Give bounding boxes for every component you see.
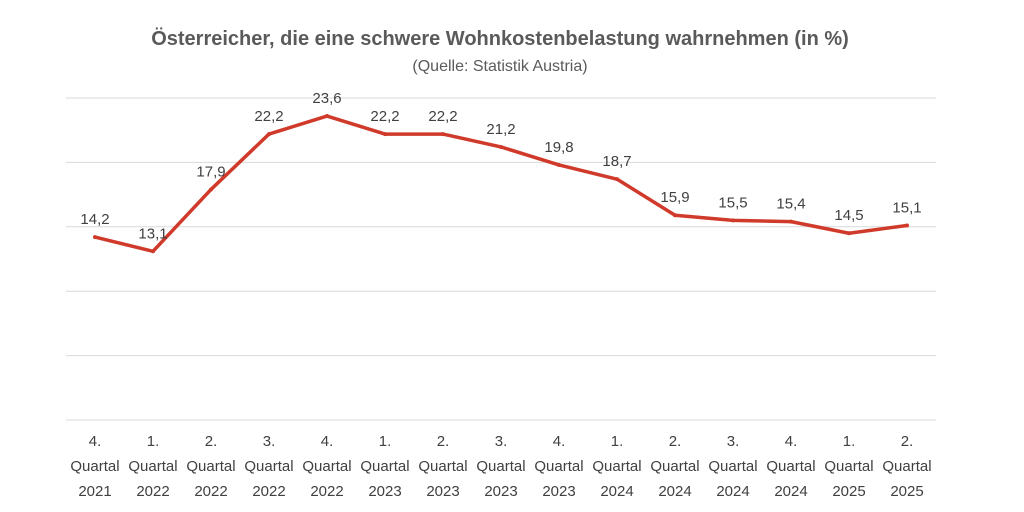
data-label: 17,9 (196, 163, 225, 180)
x-tick-label: 3. (495, 433, 508, 450)
grid-group (66, 97, 936, 421)
x-tick-label: 4. (553, 433, 566, 450)
x-tick-label: 3. (263, 433, 276, 450)
x-tick-label: 3. (727, 433, 740, 450)
data-label: 14,5 (834, 207, 863, 224)
chart-svg: 14,2 13,1 17,9 22,2 23,6 22,2 22,2 21,2 19,8 18,7… (66, 90, 936, 500)
x-tick-label: Quartal (70, 458, 119, 475)
data-point (731, 218, 735, 223)
x-tick-group: 4. Quartal 2021 1. Quartal 2022 2. Quartal 2022 3… (70, 433, 931, 500)
x-tick-label: 2022 (310, 483, 343, 500)
x-tick-label: Quartal (244, 458, 293, 475)
data-point (151, 249, 155, 254)
x-tick-label: 2025 (832, 483, 865, 500)
x-tick-label: 1. (611, 433, 624, 450)
data-label-group: 14,2 13,1 17,9 22,2 23,6 22,2 22,2 21,2 19,8 18,7… (80, 90, 921, 242)
data-point (499, 144, 503, 149)
x-tick-label: 2. (437, 433, 450, 450)
x-tick-label: 2. (205, 433, 218, 450)
x-tick-label: Quartal (708, 458, 757, 475)
x-tick-label: Quartal (476, 458, 525, 475)
data-label: 15,4 (776, 196, 805, 213)
x-tick-label: 2024 (716, 483, 749, 500)
x-tick-label: 2023 (484, 483, 517, 500)
x-tick-label: Quartal (128, 458, 177, 475)
data-label: 15,1 (892, 200, 921, 217)
data-point (673, 213, 677, 218)
x-tick-label: 2024 (774, 483, 807, 500)
chart-title: Österreicher, die eine schwere Wohnkoste… (151, 28, 849, 50)
data-label: 22,2 (370, 108, 399, 125)
x-tick-label: Quartal (650, 458, 699, 475)
data-point (267, 132, 271, 137)
data-point (325, 114, 329, 119)
x-tick-label: 2022 (252, 483, 285, 500)
x-tick-label: Quartal (302, 458, 351, 475)
x-tick-label: Quartal (360, 458, 409, 475)
x-tick-label: 2021 (78, 483, 111, 500)
chart-subtitle: (Quelle: Statistik Austria) (412, 58, 588, 75)
data-point (847, 231, 851, 236)
data-point (383, 132, 387, 137)
data-label: 21,2 (486, 121, 515, 138)
x-tick-label: 2022 (194, 483, 227, 500)
x-tick-label: 2023 (542, 483, 575, 500)
x-tick-label: 2024 (658, 483, 691, 500)
x-tick-label: 4. (785, 433, 798, 450)
x-tick-label: Quartal (882, 458, 931, 475)
data-point (557, 162, 561, 167)
x-tick-label: 4. (321, 433, 334, 450)
data-label: 22,2 (428, 108, 457, 125)
x-tick-label: 2023 (368, 483, 401, 500)
data-label: 19,8 (544, 139, 573, 156)
data-label: 23,6 (312, 90, 341, 107)
x-tick-label: 2. (901, 433, 914, 450)
line-group (93, 114, 909, 254)
data-point (615, 177, 619, 182)
x-tick-label: Quartal (418, 458, 467, 475)
x-tick-label: 2022 (136, 483, 169, 500)
data-label: 14,2 (80, 211, 109, 228)
x-tick-label: Quartal (766, 458, 815, 475)
x-tick-label: 2023 (426, 483, 459, 500)
x-tick-label: Quartal (824, 458, 873, 475)
x-tick-label: 2. (669, 433, 682, 450)
x-tick-label: 1. (147, 433, 160, 450)
x-tick-label: Quartal (534, 458, 583, 475)
data-label: 13,1 (138, 225, 167, 242)
data-point (789, 219, 793, 224)
data-label: 15,9 (660, 189, 689, 206)
data-label: 22,2 (254, 108, 283, 125)
x-tick-label: Quartal (592, 458, 641, 475)
x-tick-label: 1. (379, 433, 392, 450)
data-label: 15,5 (718, 194, 747, 211)
x-tick-label: 1. (843, 433, 856, 450)
x-tick-label: 4. (89, 433, 102, 450)
data-point (209, 187, 213, 192)
x-tick-label: Quartal (186, 458, 235, 475)
x-tick-label: 2024 (600, 483, 633, 500)
x-tick-label: 2025 (890, 483, 923, 500)
data-point (93, 235, 97, 240)
data-point (905, 223, 909, 228)
data-label: 18,7 (602, 153, 631, 170)
data-point (441, 132, 445, 137)
